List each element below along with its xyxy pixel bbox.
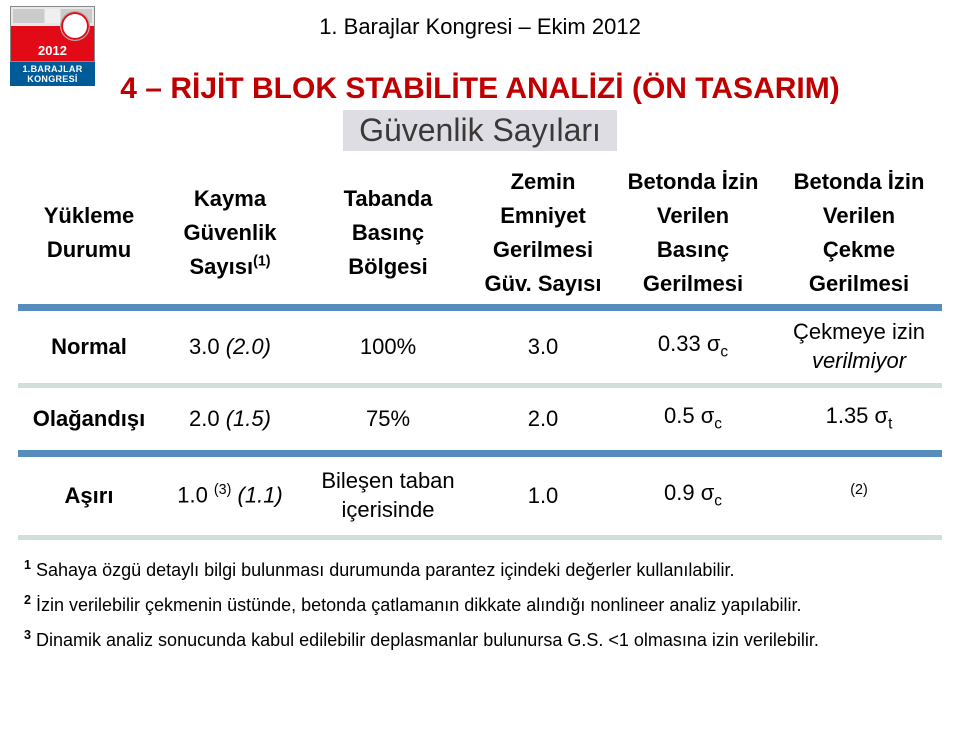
- th-betonda-cekme: Betonda İzin Verilen Çekme Gerilmesi: [776, 162, 942, 307]
- cell: 0.5 σc: [610, 385, 776, 453]
- cell-label: Olağandışı: [18, 385, 160, 453]
- cell: 1.0 (3) (1.1): [160, 453, 300, 537]
- cell: Çekmeye izin verilmiyor: [776, 307, 942, 385]
- table-header-row: Yükleme Durumu Kayma Güvenlik Sayısı(1) …: [18, 162, 942, 307]
- th-yukleme-durumu: Yükleme Durumu: [18, 162, 160, 307]
- th-kayma-guvenlik: Kayma Güvenlik Sayısı(1): [160, 162, 300, 307]
- logo-year: 2012: [11, 43, 94, 58]
- cell: 3.0: [476, 307, 610, 385]
- cell-label: Aşırı: [18, 453, 160, 537]
- table-row: Normal 3.0 (2.0) 100% 3.0 0.33 σc Çekmey…: [18, 307, 942, 385]
- subtitle: Güvenlik Sayıları: [343, 110, 617, 151]
- cell: 0.33 σc: [610, 307, 776, 385]
- cell: 3.0 (2.0): [160, 307, 300, 385]
- subtitle-wrap: Güvenlik Sayıları: [0, 110, 960, 151]
- th-zemin-emniyet: Zemin Emniyet Gerilmesi Güv. Sayısı: [476, 162, 610, 307]
- cell: 1.0: [476, 453, 610, 537]
- footnote-3: 3 Dinamik analiz sonucunda kabul edilebi…: [24, 626, 936, 655]
- section-title: 4 – RİJİT BLOK STABİLİTE ANALİZİ (ÖN TAS…: [20, 72, 940, 106]
- table-row: Olağandışı 2.0 (1.5) 75% 2.0 0.5 σc 1.35…: [18, 385, 942, 453]
- cell: 1.35 σt: [776, 385, 942, 453]
- footnote-2: 2 İzin verilebilir çekmenin üstünde, bet…: [24, 591, 936, 620]
- cell: 75%: [300, 385, 476, 453]
- cell: 100%: [300, 307, 476, 385]
- cell-label: Normal: [18, 307, 160, 385]
- safety-factors-table: Yükleme Durumu Kayma Güvenlik Sayısı(1) …: [18, 162, 942, 540]
- cell: (2): [776, 453, 942, 537]
- footnote-1: 1 Sahaya özgü detaylı bilgi bulunması du…: [24, 556, 936, 585]
- th-tabanda-basinc: Tabanda Basınç Bölgesi: [300, 162, 476, 307]
- th-betonda-basinc: Betonda İzin Verilen Basınç Gerilmesi: [610, 162, 776, 307]
- footnotes: 1 Sahaya özgü detaylı bilgi bulunması du…: [24, 556, 936, 661]
- cell: 2.0 (1.5): [160, 385, 300, 453]
- cell: 2.0: [476, 385, 610, 453]
- cell: Bileşen taban içerisinde: [300, 453, 476, 537]
- cell: 0.9 σc: [610, 453, 776, 537]
- page-label: 1. Barajlar Kongresi – Ekim 2012: [0, 14, 960, 40]
- table-row: Aşırı 1.0 (3) (1.1) Bileşen taban içeris…: [18, 453, 942, 537]
